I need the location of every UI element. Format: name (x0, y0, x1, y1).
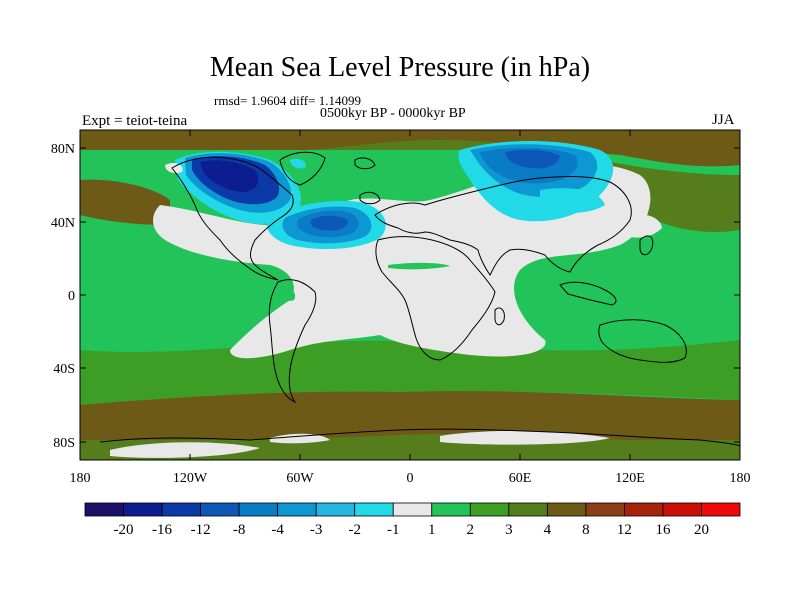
colorbar-swatch (431, 502, 471, 517)
colorbar-label: 12 (617, 522, 632, 538)
field-antarctic-patch-3 (270, 433, 330, 444)
lon-label: 180 (70, 471, 91, 486)
coast-indonesia (559, 281, 617, 306)
field-antarctic-ring (80, 391, 740, 442)
colorbar-swatch (508, 502, 548, 517)
colorbar-label: -4 (271, 522, 284, 538)
field-alaska-spot (165, 162, 183, 174)
field-north-brown (80, 130, 740, 167)
coast-eurasia (374, 176, 632, 276)
colorbar-label: -16 (152, 522, 172, 538)
field-sib-low-tail (540, 188, 605, 213)
colorbar-label: 3 (505, 522, 513, 538)
colorbar-swatch (200, 502, 240, 517)
lat-labels: 80N 40N 0 40S 80S (51, 142, 75, 451)
field-atl-low-core (310, 215, 348, 231)
experiment-label: Expt = teiot-teina (82, 113, 188, 129)
lat-label: 80S (53, 436, 75, 451)
field-na-low-core (200, 160, 259, 192)
colorbar-swatch (662, 502, 702, 517)
coast-japan (639, 235, 654, 256)
lon-label: 60E (509, 471, 532, 486)
map-field (80, 130, 740, 460)
colorbar-swatch (315, 502, 356, 517)
colorbar-swatch (546, 502, 587, 517)
coast-british-isles (359, 191, 381, 205)
coast-africa (375, 236, 496, 361)
colorbar-swatch (161, 502, 201, 517)
page-title: Mean Sea Level Pressure (in hPa) (209, 52, 591, 83)
colorbar (84, 502, 741, 517)
colorbar-label: -1 (387, 522, 400, 538)
lat-ticks (80, 147, 740, 443)
colorbar-label: 20 (694, 522, 709, 538)
colorbar-label: 1 (428, 522, 436, 538)
lon-labels: 180 120W 60W 0 60E 120E 180 (70, 471, 751, 486)
coastlines (99, 151, 740, 447)
coast-australia (598, 319, 687, 363)
lon-ticks (189, 130, 631, 460)
lon-label: 60W (286, 471, 314, 486)
coast-greenland (279, 151, 326, 186)
colorbar-swatch (277, 502, 317, 517)
colorbar-label: -12 (191, 522, 211, 538)
lat-label: 40S (53, 362, 75, 377)
field-greenland-spot (290, 158, 306, 169)
colorbar-swatch (585, 502, 625, 517)
colorbar-label: -3 (310, 522, 323, 538)
field-antarctic-base (80, 440, 740, 460)
coast-south-america (268, 279, 317, 404)
stats-text: rmsd= 1.9604 diff= 1.14099 (214, 93, 361, 108)
colorbar-swatch (392, 502, 433, 517)
colorbar-label: -20 (114, 522, 134, 538)
colorbar-swatch (469, 502, 510, 517)
colorbar-swatch (123, 502, 163, 517)
coast-madagascar (494, 307, 505, 326)
field-nw-brown (80, 179, 170, 225)
colorbar-swatch (701, 502, 741, 517)
field-neutral-bump (329, 243, 356, 267)
field-sib-low-core (505, 149, 560, 169)
colorbar-label: 4 (544, 522, 552, 538)
colorbar-swatch (84, 502, 124, 517)
lat-label: 80N (51, 142, 75, 157)
lat-label: 0 (68, 289, 75, 304)
period-text: 0500kyr BP - 0000kyr BP (320, 106, 466, 121)
colorbar-swatch (624, 502, 664, 517)
lon-label: 0 (407, 471, 414, 486)
coast-iceland (354, 157, 376, 170)
lon-label: 120W (173, 471, 208, 486)
lon-label: 180 (730, 471, 751, 486)
colorbar-swatch (238, 502, 279, 517)
colorbar-label: -8 (233, 522, 246, 538)
colorbar-label: 16 (655, 522, 671, 538)
lat-label: 40N (51, 216, 75, 231)
lon-label: 120E (615, 471, 645, 486)
field-antarctic-patch-1 (110, 442, 260, 458)
colorbar-label: 2 (467, 522, 475, 538)
field-africa-streak (388, 262, 450, 270)
season-label: JJA (712, 112, 735, 128)
colorbar-label: 8 (582, 522, 590, 538)
field-asia-spot (618, 214, 662, 238)
colorbar-label: -2 (348, 522, 361, 538)
coast-north-america (171, 156, 294, 281)
colorbar-swatch (354, 502, 394, 517)
colorbar-labels: -20 -16 -12 -8 -4 -3 -2 -1 1 2 3 4 8 12 16 20 (114, 522, 709, 538)
field-atlantic-dot (280, 288, 296, 301)
field-antarctic-patch-2 (440, 430, 610, 445)
coast-antarctica (99, 428, 740, 447)
